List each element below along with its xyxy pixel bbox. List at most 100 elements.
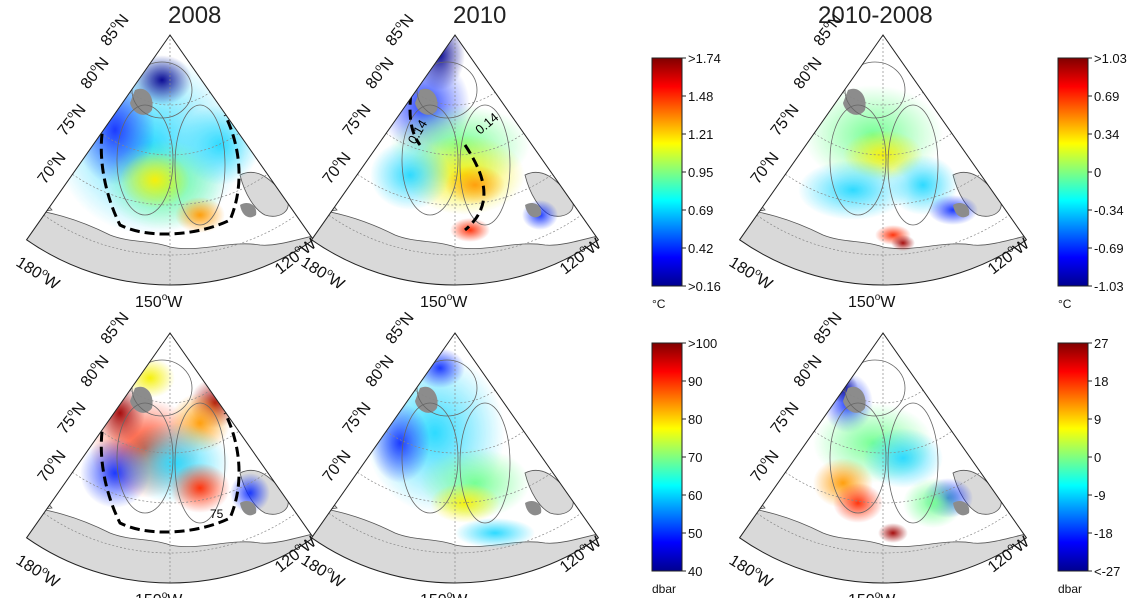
masked-patch: [525, 501, 542, 516]
contour-dashed: [99, 104, 241, 236]
data-blob: [180, 105, 260, 185]
colorbar-tick-label: 0.95: [688, 165, 713, 180]
column-title-difference: 2010-2008: [818, 2, 933, 29]
colorbar-tick-label: 1.48: [688, 89, 713, 104]
land-islands: [524, 470, 574, 515]
graticule-circle: [414, 92, 496, 106]
colorbar-unit: °C: [652, 297, 666, 311]
graticule-circle: [842, 390, 924, 404]
colorbar-1: >1.03 0.69 0.34 0 -0.34 -0.69 -1.03 °C: [1057, 51, 1127, 311]
column-title-2010: 2010: [453, 2, 507, 29]
colorbar-tick-label: -0.69: [1094, 241, 1124, 256]
colorbar-gradient: [1057, 57, 1089, 287]
colorbar-0: >1.74 1.48 1.21 0.95 0.69 0.42 >0.16 °C: [651, 51, 721, 311]
region-outline: [459, 402, 511, 524]
longitude-label: 180oW: [726, 252, 777, 294]
map-panel-depth-2008: 7585oN80oN75oN70oN180oW150oW120oW: [13, 308, 321, 598]
map-frame: [25, 34, 315, 286]
longitude-label: 150oW: [420, 292, 468, 311]
graticule-circle: [43, 512, 297, 554]
data-blob: [445, 165, 505, 205]
column-title-2008: 2008: [168, 2, 222, 29]
region-outline: [174, 402, 226, 524]
latitude-label: 80oN: [789, 351, 825, 390]
longitude-label: 180oW: [298, 252, 349, 294]
region-outline: [459, 104, 511, 226]
colorbar-tick-label: >1.03: [1094, 51, 1127, 66]
colorbar-2: >100 90 80 70 60 50 40 dbar: [651, 336, 717, 596]
colorbar-unit: dbar: [1058, 582, 1082, 596]
graticule-circle: [842, 92, 924, 106]
region-outline: [887, 104, 939, 226]
map-frame: [738, 332, 1028, 584]
colorbar-tick-label: 18: [1094, 374, 1108, 389]
latitude-label: 80oN: [76, 53, 112, 92]
colorbar-tick-label: 40: [688, 564, 702, 579]
colorbar-tick-label: 0.34: [1094, 127, 1119, 142]
data-blob: [928, 195, 978, 225]
colorbar-gradient: [1057, 342, 1089, 572]
data-blob: [455, 518, 535, 548]
longitude-label: 180oW: [298, 550, 349, 592]
data-field: [798, 85, 978, 251]
longitude-label: 150oW: [135, 590, 183, 598]
masked-patch: [240, 501, 257, 516]
colorbar-tick-label: -9: [1094, 488, 1106, 503]
latitude-label: 80oN: [361, 351, 397, 390]
colorbar-tick-label: 1.21: [688, 127, 713, 142]
colorbar-tick-label: 60: [688, 488, 702, 503]
graticule-circle: [813, 133, 953, 156]
colorbar-tick-label: 50: [688, 526, 702, 541]
region-outline: [887, 402, 939, 524]
latitude-label: 75oN: [766, 100, 802, 139]
longitude-label: 150oW: [848, 590, 896, 598]
latitude-label: 80oN: [76, 351, 112, 390]
land-island-north: [977, 441, 1009, 469]
longitude-label: 150oW: [848, 292, 896, 311]
data-blob: [415, 35, 465, 90]
longitude-label: 150oW: [135, 292, 183, 311]
colorbar-gradient: [651, 57, 683, 287]
data-blob: [833, 483, 883, 523]
colorbar-3: 27 18 9 0 -9 -18 <-27 dbar: [1057, 336, 1120, 596]
colorbar-tick-label: 0: [1094, 165, 1101, 180]
latitude-label: 70oN: [746, 446, 782, 485]
graticule-circle: [100, 133, 240, 156]
masked-patch: [953, 501, 970, 516]
data-blob: [175, 197, 225, 233]
region-outline: [829, 104, 887, 216]
colorbar-unit: dbar: [652, 582, 676, 596]
map-frame: [25, 332, 315, 584]
latitude-label: 75oN: [766, 398, 802, 437]
region-outline: [401, 402, 459, 514]
latitude-label: 85oN: [381, 10, 417, 49]
latitude-label: 85oN: [96, 10, 132, 49]
map-frame: [738, 34, 1028, 286]
graticule-circle: [385, 431, 525, 454]
contour-dashed: [99, 402, 241, 534]
colorbar-tick-label: 90: [688, 374, 702, 389]
land-island-north: [549, 441, 581, 469]
data-blob: [170, 463, 230, 513]
land-island-north: [264, 143, 296, 171]
land-island-north: [977, 143, 1009, 171]
colorbar-tick-label: >0.16: [688, 279, 721, 294]
latitude-label: 75oN: [338, 100, 374, 139]
latitude-label: 80oN: [361, 53, 397, 92]
colorbar-tick-label: >1.74: [688, 51, 721, 66]
colorbar-tick-label: >100: [688, 336, 717, 351]
region-outline: [829, 402, 887, 514]
colorbar-tick-label: 70: [688, 450, 702, 465]
region-outline: [116, 402, 174, 514]
latitude-label: 75oN: [53, 100, 89, 139]
graticule-circle: [756, 214, 1010, 256]
graticule-circle: [813, 431, 953, 454]
colorbar-tick-label: -1.03: [1094, 279, 1124, 294]
colorbar-tick-label: 0.69: [1094, 89, 1119, 104]
graticule-circle: [328, 512, 582, 554]
colorbar-gradient: [651, 342, 683, 572]
